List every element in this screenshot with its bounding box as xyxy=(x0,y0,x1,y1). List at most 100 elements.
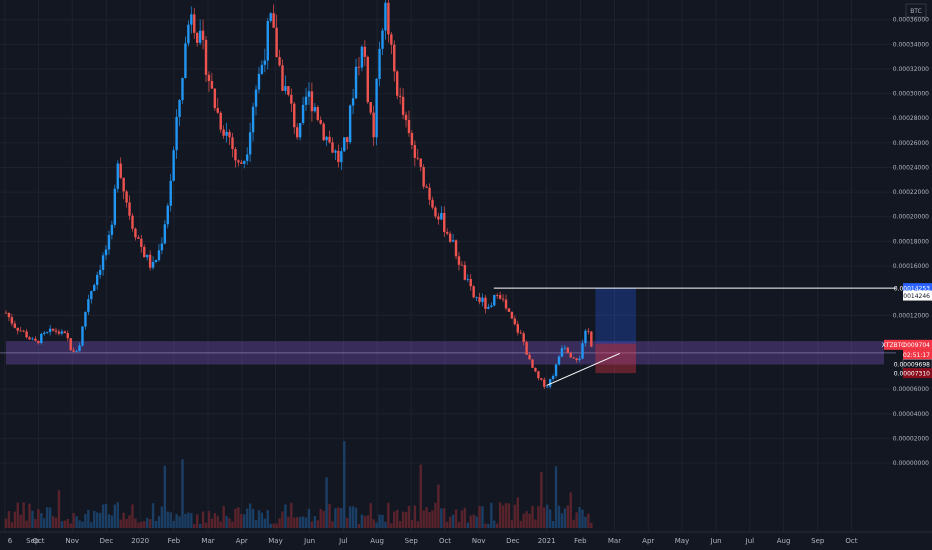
candle-body xyxy=(116,163,119,189)
candle-body xyxy=(513,318,517,325)
candle-body xyxy=(148,254,152,268)
volume-bar xyxy=(407,505,411,528)
candle-body xyxy=(34,338,37,341)
candle-body xyxy=(422,167,425,187)
ascending-trend-line[interactable] xyxy=(546,352,620,386)
volume-bar xyxy=(431,510,434,528)
volume-bar xyxy=(507,503,511,528)
candle-body xyxy=(263,60,267,65)
volume-bar xyxy=(457,522,461,528)
x-tick-label: 6 xyxy=(8,537,13,545)
volume-bar xyxy=(10,522,14,528)
candle-body xyxy=(331,142,334,153)
x-tick-label: Mar xyxy=(608,537,621,545)
volume-bar xyxy=(104,503,108,528)
volume-bar xyxy=(531,505,534,528)
candle-body xyxy=(172,150,175,181)
volume-bar xyxy=(419,464,422,528)
candle-body xyxy=(307,91,311,97)
candle-body xyxy=(184,43,187,79)
x-tick-label: Jun xyxy=(303,537,315,545)
x-tick-label: Mar xyxy=(201,537,214,545)
volume-bar xyxy=(198,523,202,528)
candle-body xyxy=(493,294,496,306)
volume-bar xyxy=(519,520,522,528)
volume-bar xyxy=(472,514,475,528)
candle-body xyxy=(119,163,122,178)
price-badge xyxy=(903,349,932,360)
candle-body xyxy=(584,330,587,344)
y-tick-label: 0.00012000 xyxy=(893,312,929,319)
volume-bar xyxy=(384,521,387,528)
volume-bar xyxy=(54,517,58,528)
y-tick-label: 0.00004000 xyxy=(893,411,929,418)
volume-bar xyxy=(575,512,578,528)
volume-bar xyxy=(451,514,455,528)
volume-bar xyxy=(110,515,114,528)
volume-bar xyxy=(254,520,258,528)
volume-bar xyxy=(22,502,25,528)
volume-bar xyxy=(345,517,349,528)
volume-bar xyxy=(563,508,567,528)
volume-bar xyxy=(78,520,81,528)
volume-bar xyxy=(34,519,37,528)
volume-bar xyxy=(234,508,237,528)
candle-body xyxy=(260,64,264,74)
volume-bar xyxy=(154,521,158,528)
volume-bar xyxy=(366,515,369,528)
candle-body xyxy=(431,199,434,208)
long-position-stop-area[interactable] xyxy=(595,343,637,374)
candle-body xyxy=(140,238,143,247)
candle-body xyxy=(104,249,108,256)
candle-body xyxy=(519,332,522,334)
candle-body xyxy=(498,295,502,299)
volume-bar xyxy=(513,504,517,528)
price-axis[interactable]: BTC 0.00036000 0.00034000 0.00032000 0.0003… xyxy=(882,0,932,532)
price-badge xyxy=(903,283,932,294)
volume-bar xyxy=(454,509,458,528)
candle-body xyxy=(501,298,505,300)
candle-body xyxy=(504,299,508,309)
candle-body xyxy=(351,98,355,106)
volume-bar xyxy=(37,509,40,528)
candle-body xyxy=(60,331,64,334)
candle-body xyxy=(154,260,158,263)
price-badge-label: 0.00014253 xyxy=(894,285,930,292)
candle-body xyxy=(398,95,402,97)
symbol-badge xyxy=(884,339,903,350)
candle-body xyxy=(16,327,19,331)
volume-bar xyxy=(131,504,134,528)
volume-bar xyxy=(554,466,558,528)
volume-bar xyxy=(137,522,140,528)
volume-bar xyxy=(4,518,8,528)
volume-bar xyxy=(69,523,72,528)
candle-body xyxy=(213,88,217,109)
volume-bar xyxy=(304,517,308,528)
volume-bar xyxy=(343,441,346,528)
volume-bar xyxy=(107,514,111,528)
long-position-target-area[interactable] xyxy=(595,288,637,344)
candle-body xyxy=(298,122,302,138)
candle-body xyxy=(10,317,14,324)
volume-bar xyxy=(334,508,337,528)
volume-bar xyxy=(381,514,384,528)
volume-bar xyxy=(357,523,361,528)
candle-body xyxy=(257,73,261,90)
volume-bar xyxy=(63,520,67,528)
candle-body xyxy=(125,191,128,203)
y-tick-label: 0.00006000 xyxy=(893,386,929,393)
volume-bar xyxy=(81,521,84,528)
volume-bar xyxy=(319,508,322,528)
volume-bar xyxy=(7,511,11,528)
volume-bar xyxy=(448,516,452,528)
candle-body xyxy=(101,255,105,271)
candle-body xyxy=(198,30,202,43)
candle-body xyxy=(134,228,137,238)
volume-bar xyxy=(195,514,199,528)
volume-bars xyxy=(4,441,593,528)
candle-body xyxy=(578,358,581,361)
candle-body xyxy=(375,78,378,138)
candle-body xyxy=(19,330,22,332)
